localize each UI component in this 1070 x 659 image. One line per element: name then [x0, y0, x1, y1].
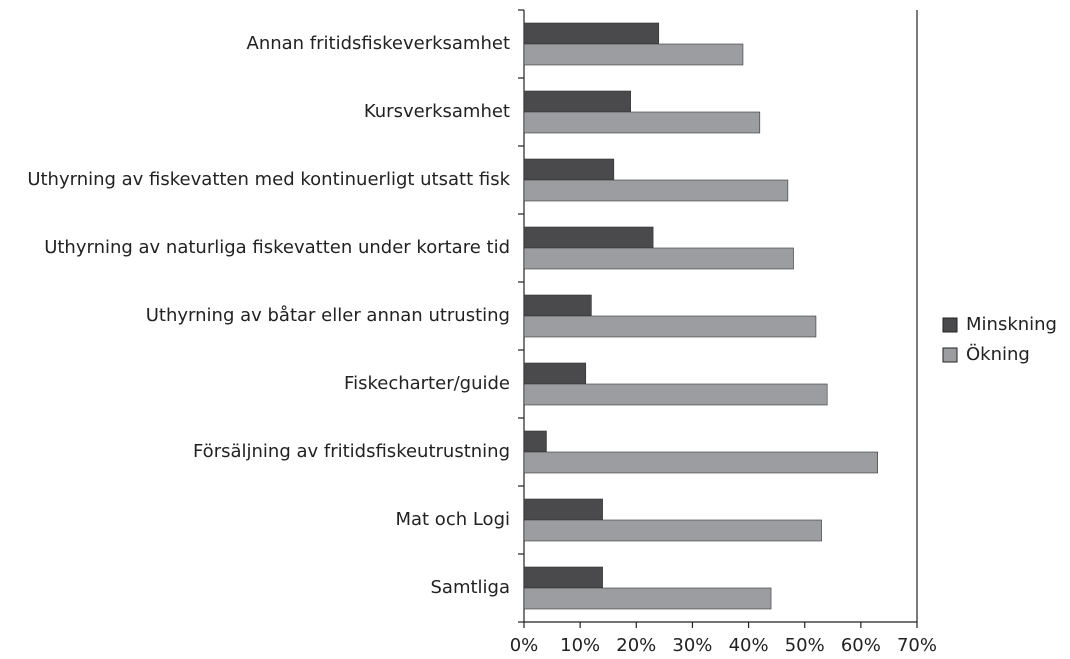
legend-swatch: [942, 317, 958, 333]
category-label: Mat och Logi: [395, 509, 510, 530]
category-label: Fiskecharter/guide: [344, 373, 510, 394]
bar: [523, 430, 547, 453]
x-tick-label: 50%: [785, 635, 825, 656]
bar: [523, 179, 789, 202]
bar: [523, 362, 587, 385]
category-label: Uthyrning av båtar eller annan utrusting: [146, 305, 510, 326]
bar: [523, 111, 761, 134]
bar: [523, 315, 817, 338]
bar: [523, 519, 822, 542]
x-tick-label: 60%: [841, 635, 881, 656]
x-tick-label: 0%: [510, 635, 539, 656]
bar: [523, 90, 631, 113]
x-tick-label: 10%: [560, 635, 600, 656]
x-tick-label: 40%: [729, 635, 769, 656]
legend-label: Minskning: [966, 314, 1057, 335]
category-label: Uthyrning av naturliga fiskevatten under…: [44, 237, 510, 258]
category-label: Samtliga: [430, 577, 510, 598]
bar: [523, 566, 603, 589]
category-label: Annan fritidsfiskeverksamhet: [247, 33, 511, 54]
bar: [523, 22, 660, 45]
category-label: Kursverksamhet: [364, 101, 510, 122]
bar: [523, 43, 744, 66]
bar: [523, 383, 828, 406]
category-label: Försäljning av fritidsfiskeutrustning: [193, 441, 510, 462]
bar: [523, 247, 794, 270]
legend-label: Ökning: [966, 343, 1030, 365]
bar: [523, 587, 772, 610]
x-tick-label: 20%: [616, 635, 656, 656]
bar: [523, 294, 592, 317]
bar: [523, 226, 654, 249]
x-tick-label: 30%: [672, 635, 712, 656]
bar: [523, 158, 615, 181]
x-tick-label: 70%: [897, 635, 937, 656]
legend-swatch: [942, 347, 958, 363]
bar: [523, 451, 879, 474]
bar: [523, 498, 603, 521]
category-label: Uthyrning av fiskevatten med kontinuerli…: [27, 169, 510, 190]
